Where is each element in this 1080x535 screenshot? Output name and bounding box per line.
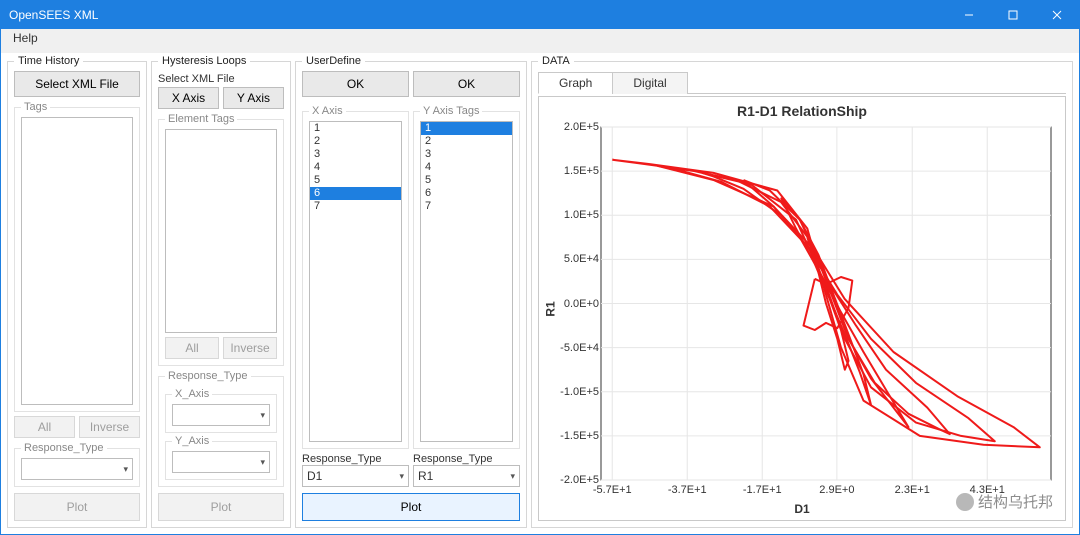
list-item[interactable]: 1 xyxy=(310,122,401,135)
user-resp-x-value: D1 xyxy=(307,469,322,483)
user-resp-y-combo[interactable]: R1▾ xyxy=(413,465,520,487)
th-tags-legend: Tags xyxy=(21,101,50,113)
hyst-plot-button[interactable]: Plot xyxy=(158,493,284,521)
titlebar[interactable]: OpenSEES XML xyxy=(1,1,1079,29)
list-item[interactable]: 4 xyxy=(310,161,401,174)
list-item[interactable]: 6 xyxy=(421,187,512,200)
th-plot-button[interactable]: Plot xyxy=(14,493,140,521)
hyst-select-xml-label: Select XML File xyxy=(158,73,284,85)
list-item[interactable]: 5 xyxy=(421,174,512,187)
user-ok-y-button[interactable]: OK xyxy=(413,71,520,97)
th-inverse-button[interactable]: Inverse xyxy=(79,416,140,438)
tab-graph[interactable]: Graph xyxy=(538,72,613,94)
panel-hysteresis: Hysteresis Loops Select XML File X Axis … xyxy=(151,55,291,528)
user-plot-button[interactable]: Plot xyxy=(302,493,520,521)
ytick-label: -1.0E+5 xyxy=(549,386,599,398)
panel-hyst-legend: Hysteresis Loops xyxy=(158,55,250,67)
th-all-button[interactable]: All xyxy=(14,416,75,438)
menu-help[interactable]: Help xyxy=(7,29,44,47)
app-window: OpenSEES XML Help Time History Select XM… xyxy=(0,0,1080,535)
list-item[interactable]: 2 xyxy=(310,135,401,148)
list-item[interactable]: 3 xyxy=(421,148,512,161)
chart-title: R1-D1 RelationShip xyxy=(539,103,1065,119)
xtick-label: -5.7E+1 xyxy=(593,484,632,496)
user-y-list[interactable]: 1234567 xyxy=(420,121,513,442)
chart-svg xyxy=(539,97,1065,520)
panel-data-legend: DATA xyxy=(538,55,574,67)
hyst-y-legend: Y_Axis xyxy=(172,435,212,447)
close-button[interactable] xyxy=(1035,1,1079,29)
ytick-label: 0.0E+0 xyxy=(549,298,599,310)
tab-digital[interactable]: Digital xyxy=(612,72,687,94)
hyst-eltags-legend: Element Tags xyxy=(165,113,237,125)
hyst-x-legend: X_Axis xyxy=(172,388,212,400)
ytick-label: -2.0E+5 xyxy=(549,474,599,486)
list-item[interactable]: 5 xyxy=(310,174,401,187)
list-item[interactable]: 1 xyxy=(421,122,512,135)
list-item[interactable]: 7 xyxy=(310,200,401,213)
user-ok-x-button[interactable]: OK xyxy=(302,71,409,97)
hyst-y-combo[interactable]: ▾ xyxy=(172,451,270,473)
ytick-label: 1.0E+5 xyxy=(549,209,599,221)
data-tabs: Graph Digital xyxy=(538,71,1066,94)
xtick-label: 2.3E+1 xyxy=(895,484,930,496)
list-item[interactable]: 2 xyxy=(421,135,512,148)
th-resp-legend: Response_Type xyxy=(21,442,107,454)
th-select-xml-button[interactable]: Select XML File xyxy=(14,71,140,97)
ytick-label: 1.5E+5 xyxy=(549,165,599,177)
user-resp-y-label: Response_Type xyxy=(413,453,520,465)
user-resp-x-label: Response_Type xyxy=(302,453,409,465)
xtick-label: 2.9E+0 xyxy=(819,484,854,496)
user-x-legend: X Axis xyxy=(309,105,346,117)
maximize-button[interactable] xyxy=(991,1,1035,29)
list-item[interactable]: 7 xyxy=(421,200,512,213)
ytick-label: -1.5E+5 xyxy=(549,430,599,442)
xtick-label: -1.7E+1 xyxy=(743,484,782,496)
ytick-label: 5.0E+4 xyxy=(549,253,599,265)
list-item[interactable]: 6 xyxy=(310,187,401,200)
panel-data: DATA Graph Digital R1-D1 RelationShip R1… xyxy=(531,55,1073,528)
hyst-resp-legend: Response_Type xyxy=(165,370,251,382)
hyst-inverse-button[interactable]: Inverse xyxy=(223,337,277,359)
user-resp-y-value: R1 xyxy=(418,469,433,483)
user-x-list[interactable]: 1234567 xyxy=(309,121,402,442)
ytick-label: 2.0E+5 xyxy=(549,121,599,133)
hyst-all-button[interactable]: All xyxy=(165,337,219,359)
user-resp-x-combo[interactable]: D1▾ xyxy=(302,465,409,487)
th-resp-combo[interactable]: ▾ xyxy=(21,458,133,480)
hyst-x-combo[interactable]: ▾ xyxy=(172,404,270,426)
hyst-eltags-list[interactable] xyxy=(165,129,277,333)
list-item[interactable]: 4 xyxy=(421,161,512,174)
panel-time-history-legend: Time History xyxy=(14,55,83,67)
panel-userdefine: UserDefine OK OK X Axis 1234567 Y Axis T… xyxy=(295,55,527,528)
chart-area: R1-D1 RelationShip R1 D1 结构乌托邦 -2.0E+5-1… xyxy=(538,96,1066,521)
th-tags-list[interactable] xyxy=(21,117,133,405)
ytick-label: -5.0E+4 xyxy=(549,342,599,354)
minimize-button[interactable] xyxy=(947,1,991,29)
panel-user-legend: UserDefine xyxy=(302,55,365,67)
xtick-label: -3.7E+1 xyxy=(668,484,707,496)
menubar: Help xyxy=(1,29,1079,53)
hyst-xaxis-button[interactable]: X Axis xyxy=(158,87,219,109)
hyst-yaxis-button[interactable]: Y Axis xyxy=(223,87,284,109)
list-item[interactable]: 3 xyxy=(310,148,401,161)
window-title: OpenSEES XML xyxy=(9,8,98,22)
user-y-legend: Y Axis Tags xyxy=(420,105,482,117)
panel-time-history: Time History Select XML File Tags All In… xyxy=(7,55,147,528)
xtick-label: 4.3E+1 xyxy=(970,484,1005,496)
